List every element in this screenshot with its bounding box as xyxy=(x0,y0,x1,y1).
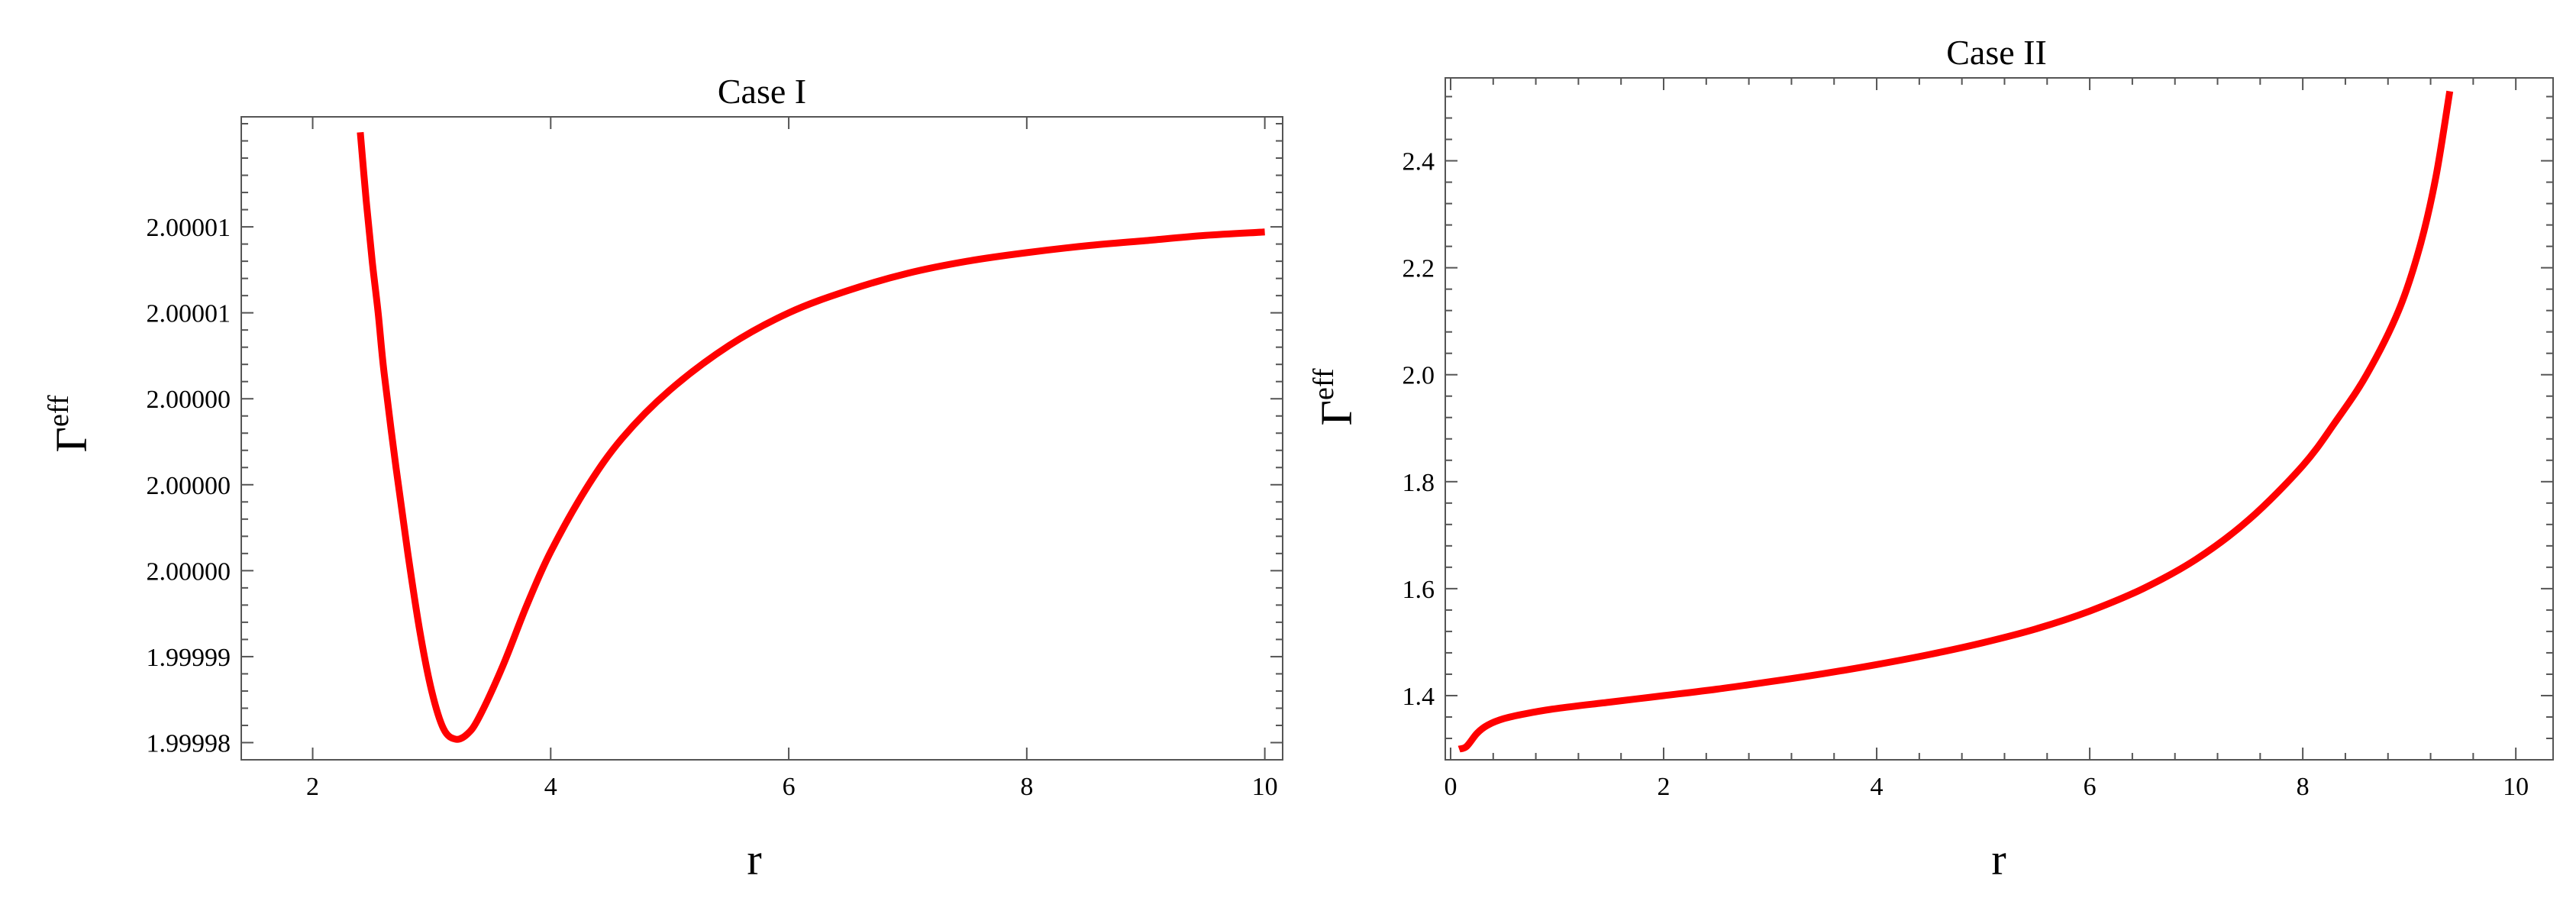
x-tick-label: 10 xyxy=(2503,773,2529,801)
x-tick-label: 8 xyxy=(1020,773,1033,801)
chart-case-1: Case I 2 4 6 8 10 1.99998 1.99999 2.00000 2.0000… xyxy=(43,72,1283,884)
x-tick-label: 6 xyxy=(2084,773,2097,801)
x-tick-label: 4 xyxy=(544,773,557,801)
y-tick-label: 2.00001 xyxy=(147,300,231,328)
plot-frame xyxy=(1445,77,2554,761)
y-axis-label-symbol: Γ xyxy=(1312,400,1361,426)
y-tick-label: 2.00001 xyxy=(147,214,231,242)
chart-title: Case II xyxy=(1946,33,2047,72)
x-tick-label: 4 xyxy=(1871,773,1884,801)
y-tick-label: 1.99999 xyxy=(147,644,231,672)
chart-title: Case I xyxy=(718,72,806,111)
y-tick-label: 2.0 xyxy=(1403,362,1435,390)
series-line xyxy=(1457,90,2454,753)
y-axis-label: Γeff xyxy=(1308,368,1361,425)
x-axis-label: r xyxy=(1991,835,2006,884)
x-tick-label: 2 xyxy=(1658,773,1671,801)
y-tick-label: 2.00000 xyxy=(147,557,231,586)
plot-frame xyxy=(240,116,1283,761)
x-axis-label: r xyxy=(747,835,761,884)
y-axis-label: Γeff xyxy=(43,395,96,452)
y-tick-label: 1.4 xyxy=(1403,683,1435,711)
x-tick-label: 0 xyxy=(1444,773,1457,801)
x-tick-label: 10 xyxy=(1252,773,1278,801)
y-tick-label: 1.99998 xyxy=(147,729,231,757)
chart-case-2: Case II 0 2 4 6 8 10 1.4 1.6 1.8 2.0 2.2 2.4 r Γeff xyxy=(1308,33,2554,884)
y-axis-label-superscript: eff xyxy=(43,395,75,427)
series-line xyxy=(357,131,1265,743)
y-tick-label: 2.00000 xyxy=(147,386,231,414)
x-tick-label: 8 xyxy=(2297,773,2310,801)
y-tick-label: 2.00000 xyxy=(147,472,231,500)
y-tick-label: 2.4 xyxy=(1403,148,1435,176)
y-tick-label: 1.6 xyxy=(1403,576,1435,604)
y-axis-label-superscript: eff xyxy=(1308,368,1340,400)
x-tick-label: 2 xyxy=(306,773,319,801)
y-tick-label: 1.8 xyxy=(1403,469,1435,497)
y-axis-label-symbol: Γ xyxy=(47,427,96,453)
y-tick-label: 2.2 xyxy=(1403,255,1435,283)
x-tick-label: 6 xyxy=(783,773,796,801)
